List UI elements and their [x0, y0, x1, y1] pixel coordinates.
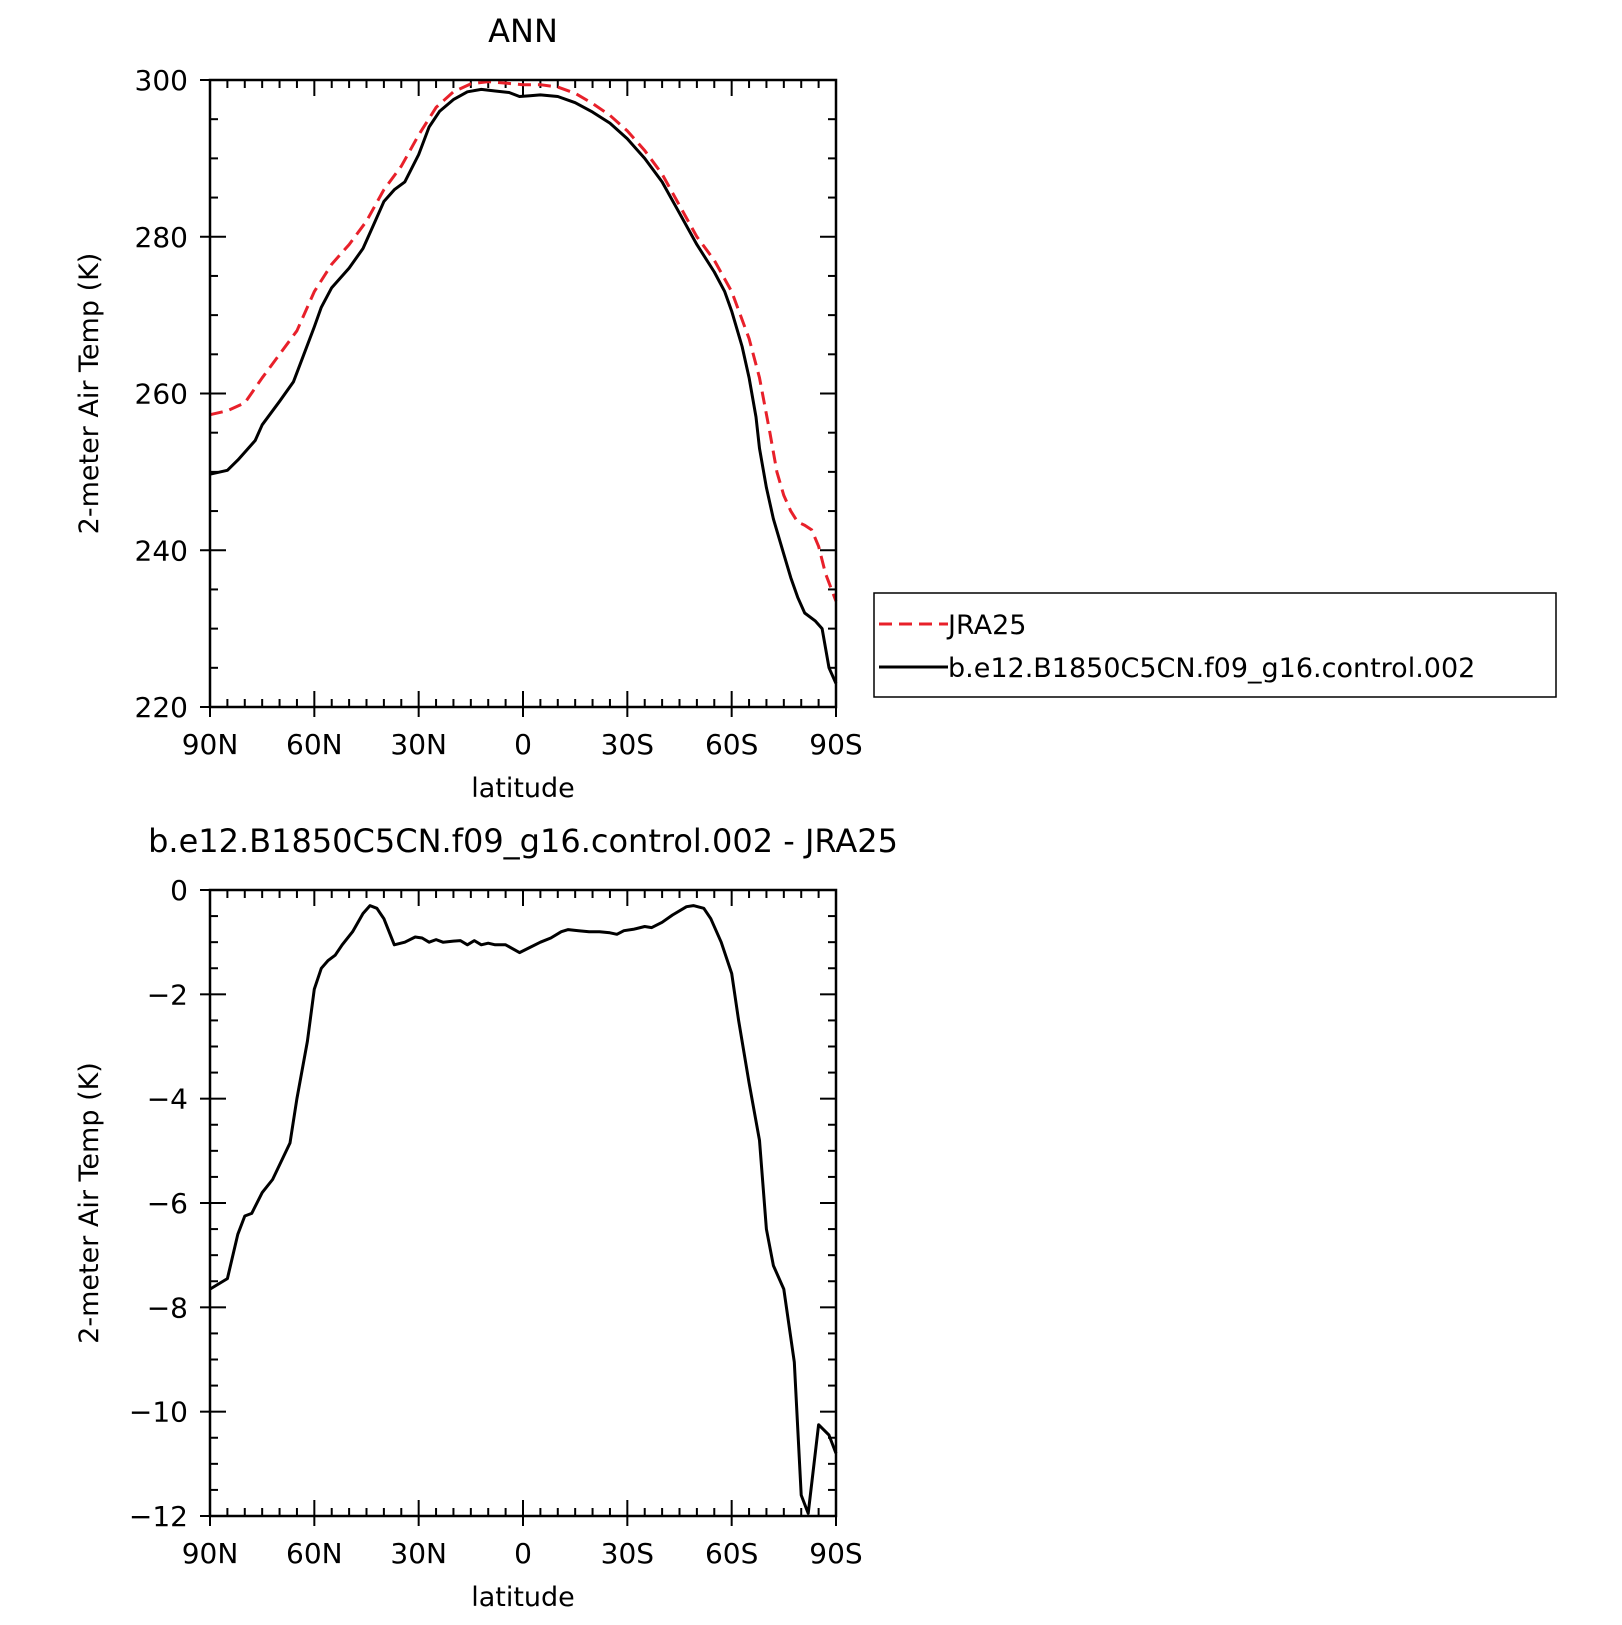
series-line-b-e12-b1850c5cn-f09-g16-control-002	[209, 87, 838, 685]
series-line-difference	[209, 904, 838, 1515]
top-panel-x-tick-labels: 90N 60N 30N 0 30S 60S 90S	[182, 728, 863, 761]
x-tick-label-0: 0	[514, 1537, 532, 1570]
legend: JRA25 b.e12.B1850C5CN.f09_g16.control.00…	[873, 592, 1557, 698]
bottom-panel: b.e12.B1850C5CN.f09_g16.control.002 - JR…	[74, 822, 898, 1613]
bottom-panel-title: b.e12.B1850C5CN.f09_g16.control.002 - JR…	[148, 822, 898, 860]
x-tick-label-60n: 60N	[286, 728, 343, 761]
top-panel-title: ANN	[488, 12, 558, 50]
x-tick-label-30s: 30S	[601, 1537, 654, 1570]
x-tick-label-30s: 30S	[601, 728, 654, 761]
bottom-panel-ticks	[200, 889, 837, 1526]
y-tick-label-10: −10	[129, 1396, 188, 1429]
top-panel-series	[209, 80, 838, 685]
y-tick-label-6: −6	[147, 1187, 188, 1220]
y-tick-label-280: 280	[135, 221, 188, 254]
bottom-panel-x-axis-label: latitude	[471, 1582, 575, 1613]
top-panel-y-tick-labels: 300 280 260 240 220	[135, 64, 188, 724]
x-tick-label-60s: 60S	[705, 728, 758, 761]
bottom-panel-x-tick-labels: 90N 60N 30N 0 30S 60S 90S	[182, 1537, 863, 1570]
legend-entry-jra25: JRA25	[946, 610, 1026, 641]
series-line-jra25	[209, 80, 838, 602]
y-tick-label-300: 300	[135, 64, 188, 97]
x-tick-label-90n: 90N	[182, 728, 239, 761]
y-tick-label-220: 220	[135, 691, 188, 724]
bottom-panel-series	[209, 904, 838, 1515]
x-tick-label-30n: 30N	[390, 728, 447, 761]
bottom-panel-y-tick-labels: 0 −2 −4 −6 −8 −10 −12	[129, 874, 188, 1533]
x-tick-label-0: 0	[514, 728, 532, 761]
y-tick-label-2: −2	[147, 978, 188, 1011]
top-panel: ANN 90N 60N 30N 0 30S 60S 90S 300280260240220 …	[74, 12, 863, 804]
x-tick-label-60n: 60N	[286, 1537, 343, 1570]
x-tick-label-60s: 60S	[705, 1537, 758, 1570]
x-tick-label-90n: 90N	[182, 1537, 239, 1570]
bottom-panel-frame	[208, 888, 838, 1518]
top-panel-x-axis-label: latitude	[471, 773, 575, 804]
y-tick-label-240: 240	[135, 534, 188, 567]
y-tick-label-12: −12	[129, 1500, 188, 1533]
top-panel-y-axis-label: 2-meter Air Temp (K)	[74, 253, 105, 535]
y-tick-label-0: 0	[170, 874, 188, 907]
x-tick-label-90s: 90S	[809, 728, 862, 761]
x-tick-label-90s: 90S	[809, 1537, 862, 1570]
top-panel-ticks	[200, 79, 837, 717]
top-panel-frame	[208, 78, 838, 709]
y-tick-label-260: 260	[135, 378, 188, 411]
x-tick-label-30n: 30N	[390, 1537, 447, 1570]
y-tick-label-8: −8	[147, 1291, 188, 1324]
legend-entry-model: b.e12.B1850C5CN.f09_g16.control.002	[948, 653, 1475, 684]
y-tick-label-4: −4	[147, 1083, 188, 1116]
bottom-panel-y-axis-label: 2-meter Air Temp (K)	[74, 1062, 105, 1344]
legend-box	[873, 592, 1557, 698]
